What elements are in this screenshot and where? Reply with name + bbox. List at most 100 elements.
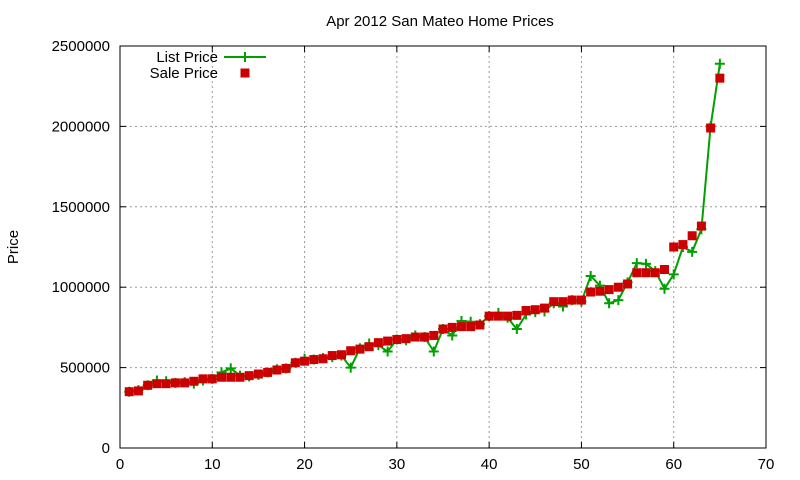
list-price-point — [345, 362, 356, 373]
x-tick-label: 10 — [204, 456, 221, 473]
legend-label-list-price: List Price — [156, 49, 218, 66]
list-price-point — [687, 246, 698, 257]
sale-price-point — [198, 374, 208, 384]
sale-price-point — [669, 242, 679, 252]
y-tick-label: 1000000 — [52, 279, 110, 296]
x-tick-label: 0 — [116, 456, 124, 473]
sale-price-point — [318, 354, 328, 364]
sale-price-point — [290, 358, 300, 368]
sale-price-point — [696, 221, 706, 231]
sale-price-point — [336, 350, 346, 360]
sale-price-point — [530, 305, 540, 315]
legend: List Price Sale Price — [150, 49, 266, 82]
grid-lines — [120, 46, 766, 448]
sale-price-point — [521, 306, 531, 316]
sale-price-point — [475, 320, 485, 330]
list-price-point — [511, 324, 522, 335]
list-price-line — [129, 63, 721, 393]
sale-price-point — [659, 265, 669, 275]
sale-price-point — [281, 363, 291, 373]
sale-price-point — [253, 369, 263, 379]
sale-price-point — [133, 386, 143, 396]
sale-price-point — [373, 338, 383, 348]
sale-price-point — [327, 351, 337, 361]
sale-price-point — [558, 297, 568, 307]
x-tick-label: 70 — [758, 456, 775, 473]
sale-price-point — [447, 322, 457, 332]
list-price-point — [382, 346, 393, 357]
y-tick-label: 2500000 — [52, 38, 110, 55]
x-tick-label: 30 — [389, 456, 406, 473]
x-tick-label: 50 — [573, 456, 590, 473]
sale-price-point — [706, 123, 716, 133]
sale-price-point — [687, 231, 697, 241]
sale-price-point — [586, 287, 596, 297]
sale-price-point — [392, 334, 402, 344]
sale-price-point — [272, 365, 282, 375]
sale-price-point — [124, 387, 134, 397]
legend-marker-sale-price — [240, 68, 250, 78]
sale-price-point — [161, 379, 171, 389]
sale-price-point — [641, 268, 651, 278]
x-tick-label: 20 — [296, 456, 313, 473]
sale-price-point — [632, 268, 642, 278]
sale-price-point — [170, 378, 180, 388]
list-price-point — [225, 363, 236, 374]
sale-price-point — [567, 295, 577, 305]
sale-price-point — [226, 372, 236, 382]
sale-price-point — [576, 295, 586, 305]
list-price-point — [604, 298, 615, 309]
sale-price-point — [613, 282, 623, 292]
sale-price-point — [355, 344, 365, 354]
sale-price-point — [263, 367, 273, 377]
legend-marker-list-price — [240, 52, 250, 62]
sale-price-point — [364, 342, 374, 352]
sale-price-point — [152, 379, 162, 389]
sale-price-point — [346, 346, 356, 356]
sale-price-point — [420, 332, 430, 342]
sale-price-point — [189, 376, 199, 386]
sale-price-point — [595, 286, 605, 296]
sale-price-point — [540, 303, 550, 313]
legend-label-sale-price: Sale Price — [150, 65, 218, 82]
axes — [119, 45, 767, 449]
sale-price-point — [235, 372, 245, 382]
list-price-point — [641, 258, 652, 269]
sale-price-point — [401, 334, 411, 344]
sale-price-point — [678, 240, 688, 250]
y-tick-label: 1500000 — [52, 199, 110, 216]
sale-price-point — [484, 311, 494, 321]
sale-price-point — [466, 322, 476, 332]
sale-price-point — [512, 310, 522, 320]
list-price-point — [659, 283, 670, 294]
sale-price-point — [143, 380, 153, 390]
sale-price-point — [180, 378, 190, 388]
sale-price-point — [493, 311, 503, 321]
y-tick-label: 500000 — [60, 360, 110, 377]
data-series — [124, 58, 725, 397]
sale-price-point — [207, 374, 217, 384]
list-price-point — [428, 346, 439, 357]
x-tick-label: 40 — [481, 456, 498, 473]
sale-price-point — [309, 355, 319, 365]
sale-price-point — [715, 73, 725, 83]
sale-price-point — [456, 322, 466, 332]
y-tick-label: 0 — [102, 440, 110, 457]
list-price-point — [714, 58, 725, 69]
sale-price-point — [410, 332, 420, 342]
y-tick-label: 2000000 — [52, 118, 110, 135]
sale-price-point — [429, 330, 439, 340]
sale-price-point — [650, 268, 660, 278]
list-price-point — [447, 330, 458, 341]
tick-labels: 0 10 20 30 40 50 60 70 0 500000 1000000 1500000 2000… — [52, 38, 775, 473]
x-tick-label: 60 — [665, 456, 682, 473]
sale-price-point — [300, 356, 310, 366]
y-axis-label: Price — [5, 230, 22, 264]
plot-frame — [119, 45, 767, 449]
sale-price-point — [438, 324, 448, 334]
list-price-point — [668, 269, 679, 280]
list-price-point — [613, 295, 624, 306]
sale-price-point — [549, 297, 559, 307]
sale-price-point — [383, 336, 393, 346]
